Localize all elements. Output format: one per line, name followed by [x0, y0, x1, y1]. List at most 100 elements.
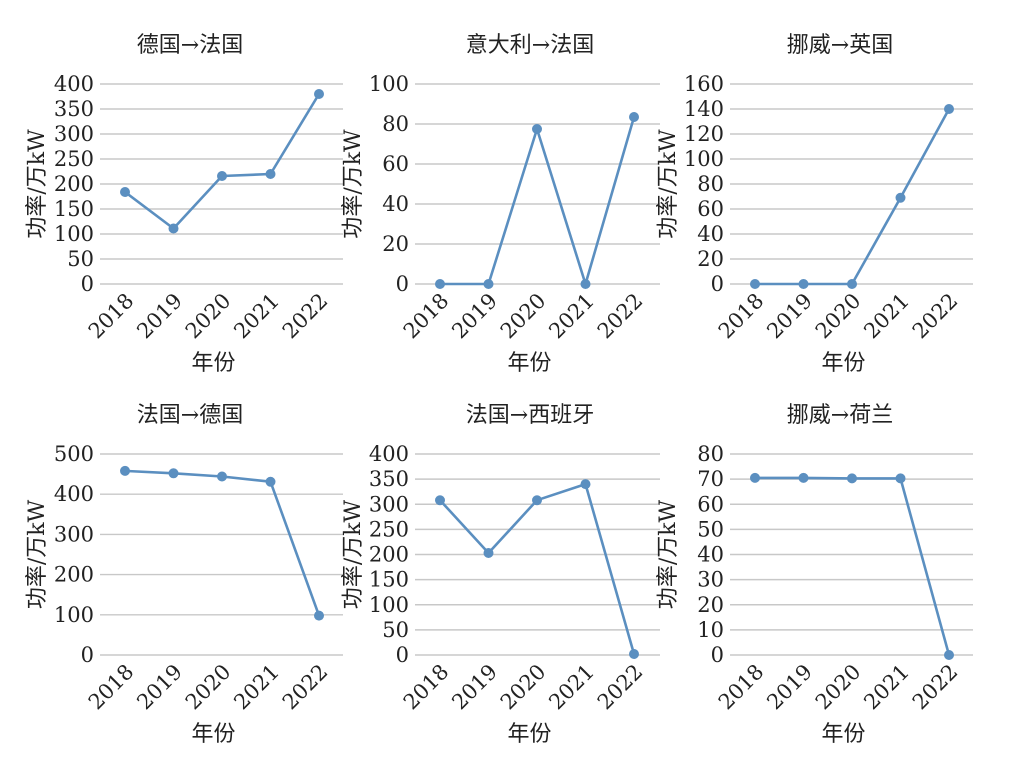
x-tick-label: 2019: [132, 289, 187, 344]
data-point: [750, 279, 760, 289]
y-tick-label: 40: [697, 222, 724, 246]
x-tick-label: 2021: [859, 289, 914, 344]
x-tick-label: 2018: [84, 660, 139, 715]
data-point: [217, 471, 227, 482]
series-line: [439, 482, 636, 655]
y-tick-label: 50: [67, 247, 94, 271]
y-axis-label: 功率/万kW: [656, 129, 681, 239]
y-tick-label: 0: [81, 643, 94, 667]
x-tick-label: 2020: [181, 660, 236, 715]
y-tick-label: 400: [369, 442, 409, 466]
y-tick-label: 350: [54, 97, 94, 121]
x-tick-label: 2018: [399, 660, 454, 715]
data-point: [750, 472, 760, 483]
y-tick-label: 20: [697, 247, 724, 271]
chart-panel-4: 法国→德国0100200300400500功率/万kW2018201920202…: [25, 403, 343, 747]
data-point: [120, 187, 130, 197]
series-line: [124, 469, 321, 617]
data-point: [314, 610, 324, 621]
x-tick-label: 2021: [859, 660, 914, 715]
y-tick-label: 150: [369, 568, 409, 592]
x-tick-label: 2020: [496, 289, 551, 344]
x-tick-label: 2022: [908, 289, 963, 344]
x-tick-label: 2022: [908, 660, 963, 715]
y-tick-label: 60: [382, 152, 409, 176]
data-point: [217, 171, 227, 181]
x-tick-label: 2022: [278, 660, 333, 715]
data-point: [847, 279, 857, 289]
data-point: [944, 650, 954, 660]
y-tick-label: 80: [697, 172, 724, 196]
data-point: [629, 112, 639, 122]
x-tick-label: 2022: [593, 289, 648, 344]
x-tick-label: 2022: [593, 660, 648, 715]
y-tick-label: 250: [369, 517, 409, 541]
y-tick-label: 60: [697, 492, 724, 516]
y-tick-label: 500: [54, 442, 94, 466]
x-tick-label: 2019: [762, 289, 817, 344]
chart-panel-1: 德国→法国050100150200250300350400功率/万kW20182…: [25, 33, 343, 376]
y-tick-label: 70: [697, 467, 724, 491]
x-tick-label: 2021: [229, 660, 284, 715]
data-point: [580, 479, 591, 490]
y-tick-label: 30: [697, 568, 724, 592]
y-tick-label: 300: [54, 522, 94, 546]
x-tick-label: 2018: [84, 289, 139, 344]
data-point: [895, 473, 906, 484]
chart-title: 法国→西班牙: [466, 403, 594, 428]
data-point: [580, 279, 591, 289]
y-tick-label: 300: [369, 492, 409, 516]
y-tick-label: 20: [697, 593, 724, 617]
x-axis-label: 年份: [507, 722, 551, 747]
y-tick-label: 10: [697, 618, 724, 642]
data-point: [629, 648, 639, 659]
data-point: [895, 192, 906, 203]
y-tick-label: 200: [54, 563, 94, 587]
y-tick-label: 150: [54, 197, 94, 221]
y-axis-label: 功率/万kW: [341, 129, 366, 239]
y-tick-label: 0: [711, 643, 724, 667]
y-tick-label: 100: [54, 222, 94, 246]
x-tick-label: 2021: [229, 289, 284, 344]
y-tick-label: 140: [684, 97, 724, 121]
y-tick-label: 0: [711, 272, 724, 296]
x-tick-label: 2019: [447, 660, 502, 715]
x-tick-label: 2018: [714, 289, 769, 344]
y-tick-label: 100: [54, 603, 94, 627]
series-line: [755, 108, 951, 286]
chart-title: 挪威→英国: [787, 33, 893, 58]
y-tick-label: 20: [382, 232, 409, 256]
x-axis-label: 年份: [821, 722, 865, 747]
y-tick-label: 80: [697, 442, 724, 466]
chart-title: 挪威→荷兰: [787, 403, 893, 428]
x-axis-label: 年份: [191, 722, 235, 747]
y-tick-label: 100: [369, 72, 409, 96]
data-point: [314, 89, 324, 99]
y-tick-label: 40: [382, 192, 409, 216]
x-tick-label: 2018: [714, 660, 769, 715]
x-tick-label: 2022: [278, 289, 333, 344]
x-tick-label: 2019: [762, 660, 817, 715]
data-point: [798, 472, 809, 483]
data-point: [532, 495, 542, 506]
y-axis-label: 功率/万kW: [25, 499, 50, 609]
chart-panel-2: 意大利→法国 0 20 40 60 80 100 功率/万kW 2018201920202021…: [341, 33, 660, 376]
y-tick-label: 0: [396, 272, 409, 296]
x-tick-label: 2021: [544, 660, 599, 715]
data-point: [435, 495, 445, 506]
x-axis-label: 年份: [507, 351, 551, 376]
data-point: [847, 473, 857, 484]
y-tick-label: 120: [684, 122, 724, 146]
data-point: [168, 223, 179, 234]
y-tick-label: 80: [382, 112, 409, 136]
y-tick-label: 400: [54, 482, 94, 506]
y-tick-label: 50: [697, 517, 724, 541]
y-tick-label: 50: [382, 618, 409, 642]
y-tick-label: 200: [369, 543, 409, 567]
series-line: [440, 116, 636, 286]
x-axis-label: 年份: [191, 351, 235, 376]
x-tick-label: 2020: [181, 289, 236, 344]
y-tick-label: 400: [54, 72, 94, 96]
